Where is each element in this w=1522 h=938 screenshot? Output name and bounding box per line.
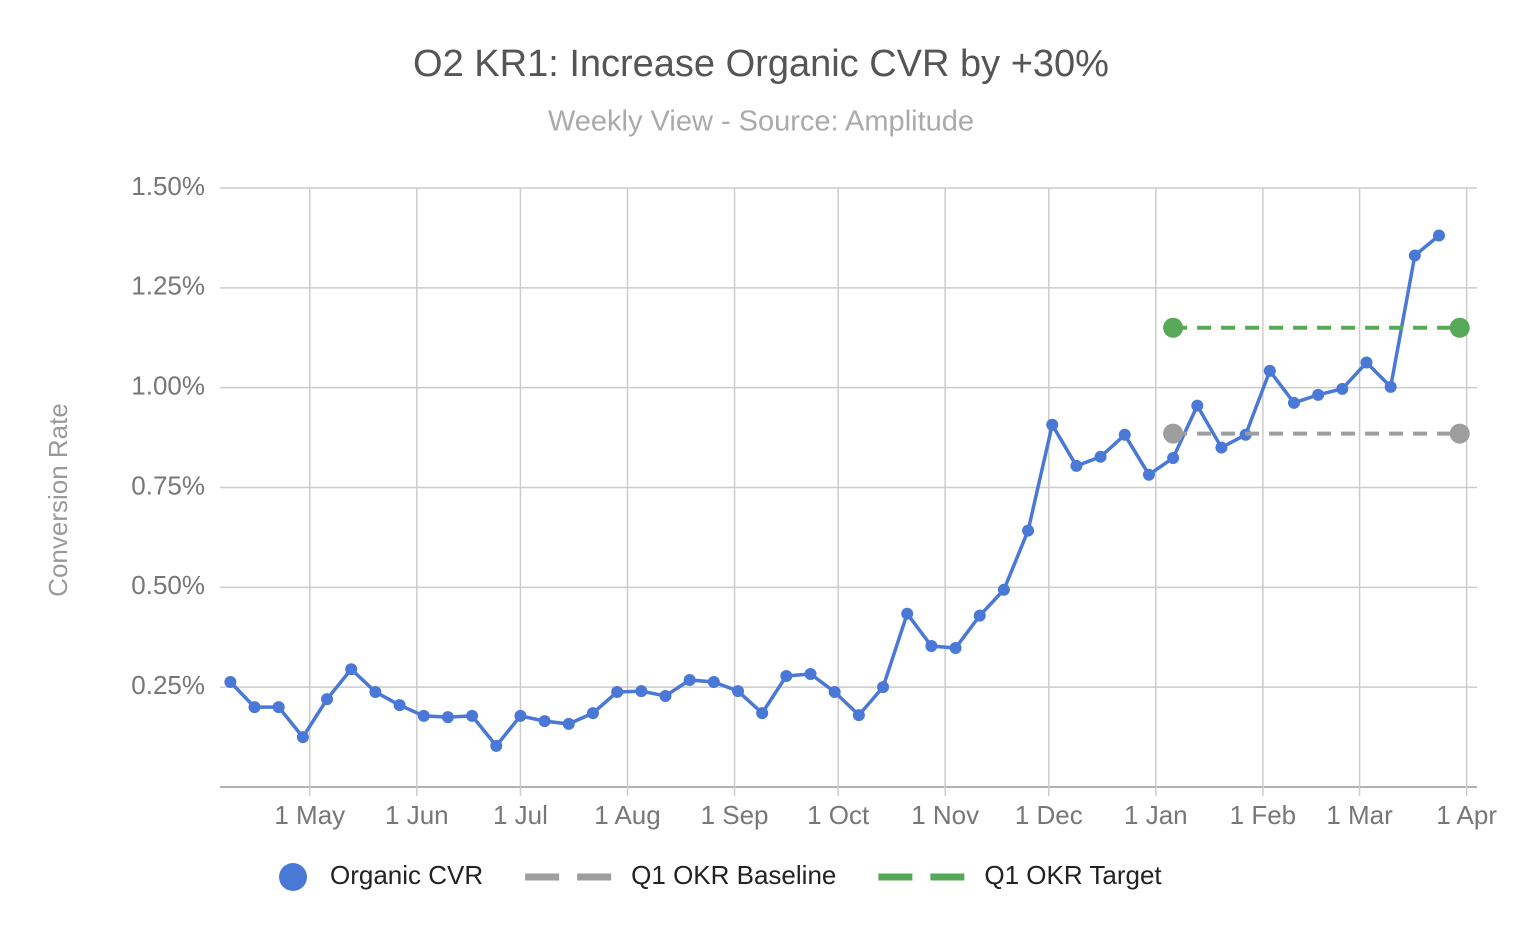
y-tick-label: 1.25%: [131, 271, 205, 301]
data-point: [224, 675, 237, 688]
x-tick-label: 1 May: [274, 800, 345, 830]
y-axis-title: Conversion Rate: [43, 403, 73, 597]
legend-label: Q1 OKR Baseline: [631, 860, 836, 890]
data-point: [514, 709, 527, 722]
data-point: [272, 701, 285, 714]
data-point: [1287, 396, 1300, 409]
data-point: [877, 681, 890, 694]
x-tick-label: 1 Aug: [594, 800, 661, 830]
data-point: [852, 709, 865, 722]
x-tick-label: 1 Jan: [1124, 800, 1188, 830]
data-point: [756, 707, 769, 720]
data-point: [659, 689, 672, 702]
x-tick-label: 1 Mar: [1326, 800, 1393, 830]
data-point: [1360, 356, 1373, 369]
data-point: [1191, 399, 1204, 412]
y-tick-label: 1.50%: [131, 171, 205, 201]
data-point: [1384, 380, 1397, 393]
data-point: [369, 685, 382, 698]
data-point: [321, 693, 334, 706]
data-point: [901, 607, 914, 620]
x-tick-label: 1 Oct: [807, 800, 870, 830]
data-point: [973, 609, 986, 622]
legend-label: Organic CVR: [330, 860, 483, 890]
y-tick-label: 0.50%: [131, 570, 205, 600]
data-point: [1163, 423, 1184, 444]
x-tick-label: 1 Apr: [1436, 800, 1497, 830]
data-point: [611, 685, 624, 698]
data-point: [1449, 317, 1470, 338]
data-point: [1167, 451, 1180, 464]
data-point: [490, 739, 503, 752]
data-point: [417, 709, 430, 722]
data-point: [248, 701, 261, 714]
y-tick-label: 1.00%: [131, 371, 205, 401]
legend-label: Q1 OKR Target: [984, 860, 1162, 890]
data-point: [731, 685, 744, 698]
y-tick-label: 0.25%: [131, 670, 205, 700]
data-point: [1263, 364, 1276, 377]
data-point: [1215, 441, 1228, 454]
data-point: [1142, 468, 1155, 481]
data-point: [683, 673, 696, 686]
data-line: [229, 234, 1441, 749]
data-point: [1408, 249, 1421, 262]
data-point: [804, 667, 817, 680]
data-point: [949, 642, 962, 655]
data-point: [1118, 428, 1131, 441]
data-point: [393, 699, 406, 712]
x-tick-label: 1 Sep: [701, 800, 769, 830]
data-point: [1070, 459, 1083, 472]
data-point: [1163, 317, 1184, 338]
legend-swatch: [279, 863, 307, 891]
data-point: [1449, 423, 1470, 444]
chart-subtitle: Weekly View - Source: Amplitude: [548, 106, 974, 138]
y-tick-label: 0.75%: [131, 470, 205, 500]
data-point: [780, 669, 793, 682]
data-point: [828, 685, 841, 698]
data-point: [1312, 388, 1325, 401]
data-point: [296, 731, 309, 744]
data-point: [538, 715, 551, 728]
data-point: [635, 685, 648, 698]
data-point: [997, 583, 1010, 596]
x-tick-label: 1 Nov: [911, 800, 979, 830]
x-tick-label: 1 Feb: [1230, 800, 1297, 830]
chart-title: O2 KR1: Increase Organic CVR by +30%: [413, 43, 1109, 85]
data-point: [441, 711, 454, 724]
data-point: [562, 717, 575, 730]
data-point: [1022, 524, 1035, 537]
data-point: [1046, 418, 1059, 431]
data-point: [1433, 229, 1446, 242]
data-point: [1094, 450, 1107, 463]
data-point: [707, 675, 720, 688]
data-point: [345, 663, 358, 676]
data-point: [466, 709, 479, 722]
data-point: [586, 707, 599, 720]
data-point: [1336, 382, 1349, 395]
x-tick-label: 1 Dec: [1015, 800, 1083, 830]
x-tick-label: 1 Jun: [385, 800, 449, 830]
x-tick-label: 1 Jul: [493, 800, 548, 830]
data-point: [925, 640, 938, 653]
